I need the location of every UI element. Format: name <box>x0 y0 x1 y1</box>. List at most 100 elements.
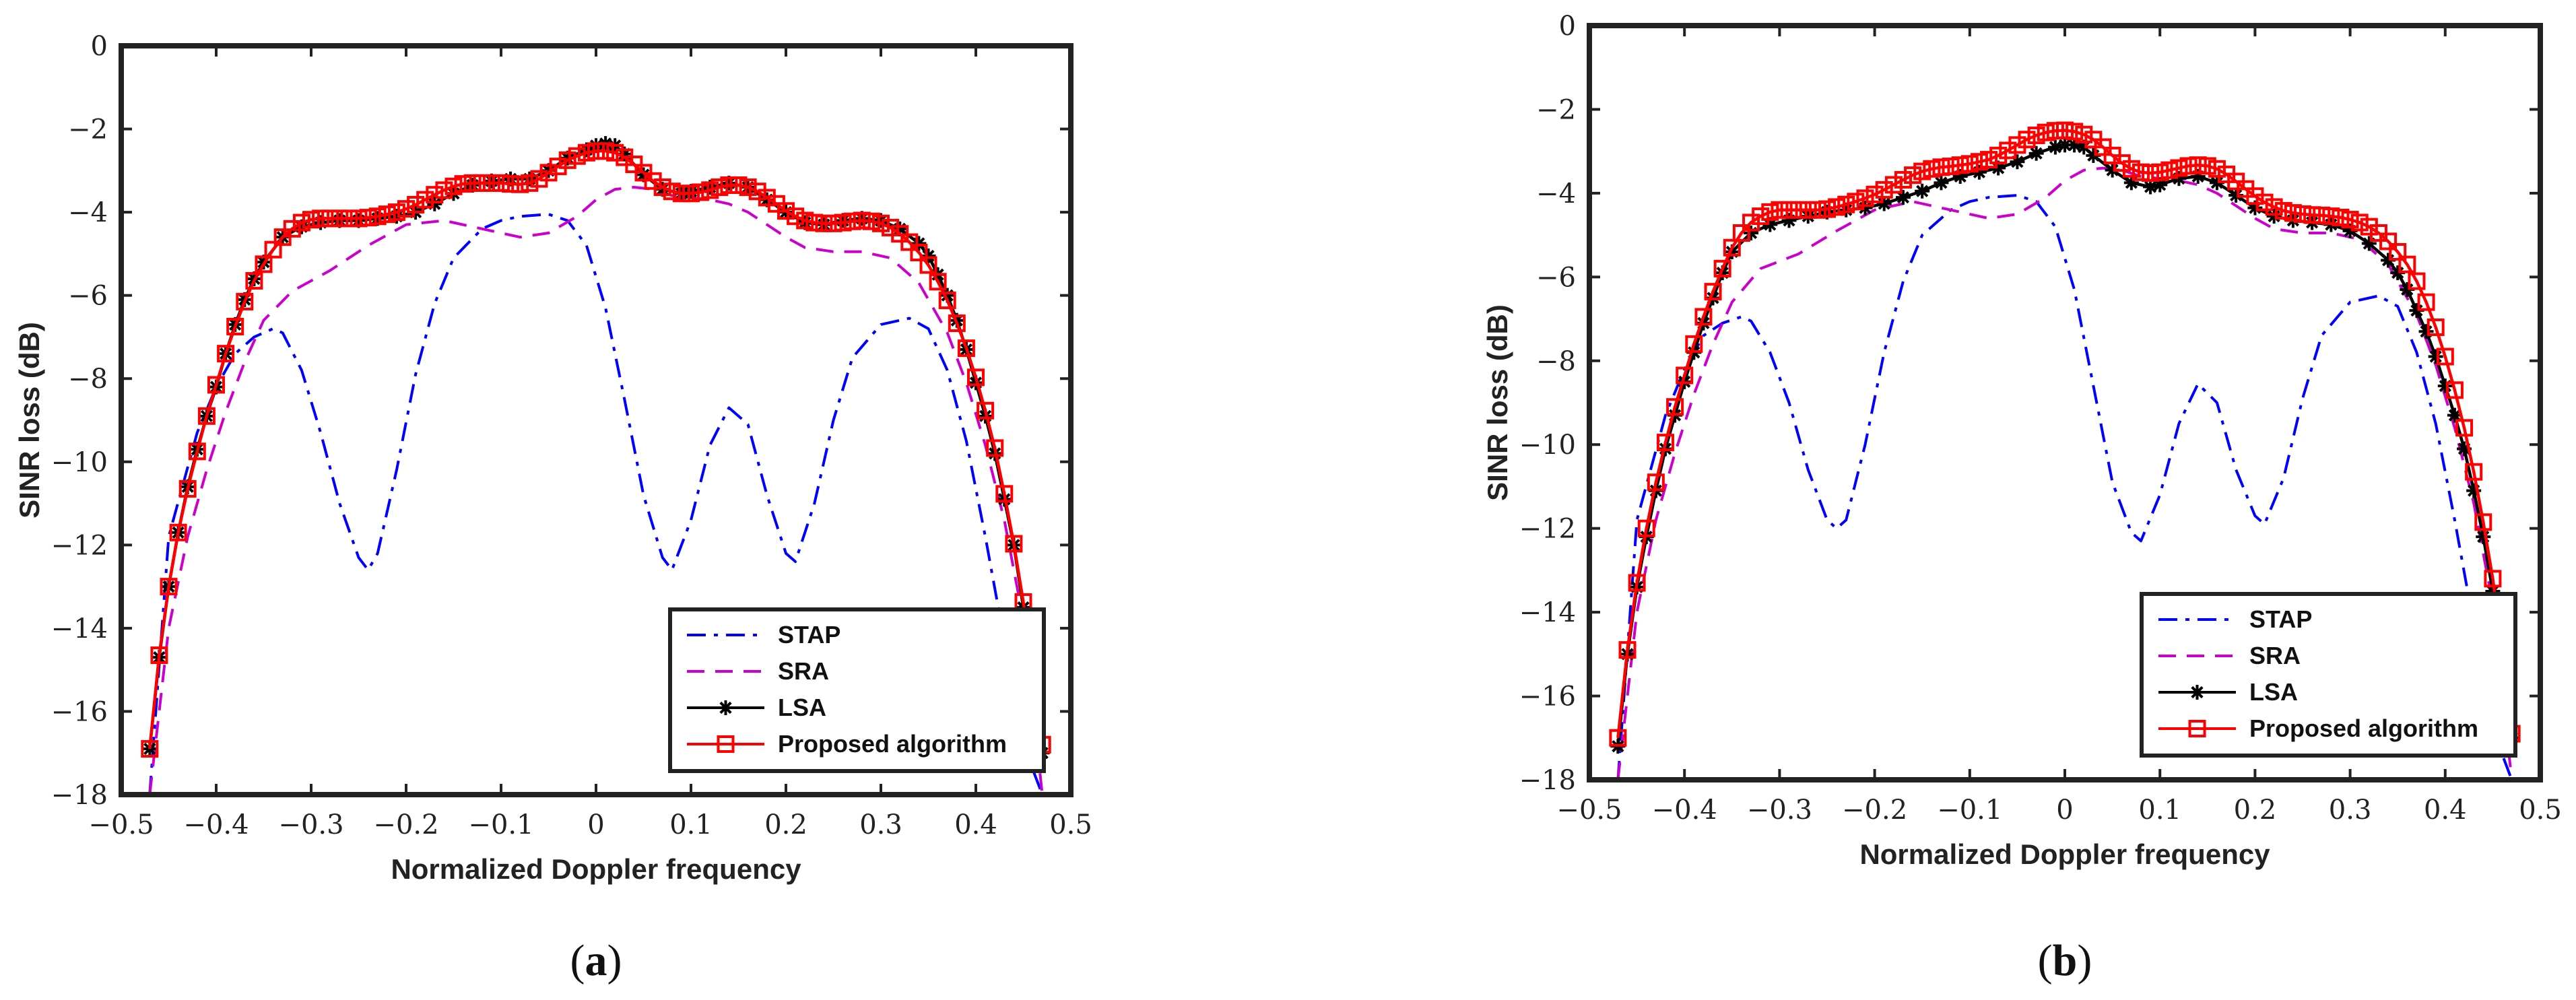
data-point-lsa <box>465 177 480 193</box>
data-point-proposed-algorithm <box>2255 193 2274 211</box>
data-point-proposed-algorithm <box>2303 206 2321 224</box>
data-point-lsa <box>873 213 888 228</box>
data-point-proposed-algorithm <box>2142 164 2160 182</box>
x-tick-label: 0.3 <box>2329 795 2372 826</box>
data-point-proposed-algorithm <box>1923 160 1941 178</box>
data-point-lsa <box>1820 204 1835 220</box>
data-point-proposed-algorithm <box>169 523 187 541</box>
data-point-proposed-algorithm <box>1752 207 1770 226</box>
data-point-lsa <box>797 215 813 230</box>
data-point-lsa <box>2010 154 2025 170</box>
data-point-proposed-algorithm <box>2332 208 2350 226</box>
axes-frame <box>119 43 1074 797</box>
data-point-proposed-algorithm <box>2313 206 2331 224</box>
data-point-lsa <box>759 192 774 207</box>
data-point-lsa <box>702 180 718 195</box>
data-point-proposed-algorithm <box>558 151 576 169</box>
data-point-proposed-algorithm <box>796 211 814 230</box>
data-point-proposed-algorithm <box>967 368 985 387</box>
data-point-lsa <box>2152 177 2168 193</box>
plot-area <box>141 136 1051 795</box>
data-point-lsa <box>721 175 737 191</box>
data-point-proposed-algorithm <box>454 175 472 193</box>
data-point-lsa <box>522 171 537 187</box>
data-point-proposed-algorithm <box>2274 202 2292 220</box>
data-point-proposed-algorithm <box>1713 259 1731 277</box>
data-point-proposed-algorithm <box>1999 141 2017 160</box>
data-point-proposed-algorithm <box>197 407 216 425</box>
y-tick-label: −2 <box>1536 94 1576 125</box>
data-point-proposed-algorithm <box>463 174 482 192</box>
data-point-lsa <box>2476 529 2491 545</box>
data-point-proposed-algorithm <box>1723 238 1741 257</box>
data-point-proposed-algorithm <box>1761 203 1779 221</box>
data-point-proposed-algorithm <box>397 200 415 218</box>
data-point-proposed-algorithm <box>663 182 681 201</box>
data-point-proposed-algorithm <box>2455 419 2474 437</box>
data-point-proposed-algorithm <box>178 479 197 498</box>
data-point-proposed-algorithm <box>701 181 719 199</box>
x-tick-label: 0.1 <box>2138 795 2181 826</box>
data-point-proposed-algorithm <box>245 272 263 290</box>
data-point-lsa <box>1781 213 1797 228</box>
data-point-lsa <box>541 163 556 178</box>
data-point-proposed-algorithm <box>986 439 1004 457</box>
data-point-proposed-algorithm <box>711 178 729 197</box>
data-point-proposed-algorithm <box>217 345 235 363</box>
y-tick-label: −8 <box>1536 346 1576 377</box>
x-tick-label: 0.3 <box>859 809 902 840</box>
data-point-proposed-algorithm <box>340 209 358 228</box>
data-point-proposed-algorithm <box>2008 136 2026 154</box>
data-point-proposed-algorithm <box>1637 519 1655 537</box>
y-tick-label: −10 <box>1519 430 1576 461</box>
data-point-lsa <box>1857 200 1873 215</box>
data-point-lsa <box>854 211 869 226</box>
data-point-proposed-algorithm <box>872 214 890 232</box>
data-point-lsa <box>2342 223 2358 238</box>
data-point-proposed-algorithm <box>843 212 861 230</box>
data-point-proposed-algorithm <box>2408 272 2426 290</box>
data-point-proposed-algorithm <box>805 213 824 232</box>
y-tick-label: −14 <box>1519 597 1576 628</box>
data-point-proposed-algorithm <box>426 186 444 204</box>
data-point-lsa <box>2086 147 2101 163</box>
data-point-proposed-algorithm <box>900 233 919 251</box>
x-tick-label: 0.2 <box>764 809 807 840</box>
y-tick-label: −12 <box>51 530 108 561</box>
data-point-proposed-algorithm <box>977 401 995 420</box>
legend-marker <box>2189 685 2205 700</box>
legend: STAP SRA LSA Proposed algorithm <box>668 607 1046 773</box>
y-tick-label: −4 <box>68 197 108 228</box>
data-point-proposed-algorithm <box>1789 201 1808 219</box>
x-tick-label: −0.5 <box>88 809 154 840</box>
data-point-proposed-algorithm <box>2294 205 2311 223</box>
data-point-proposed-algorithm <box>910 244 928 262</box>
data-point-lsa <box>2381 253 2396 268</box>
x-tick-label: 0.4 <box>2424 795 2467 826</box>
data-point-proposed-algorithm <box>444 177 463 195</box>
data-point-proposed-algorithm <box>938 292 956 310</box>
data-point-lsa <box>427 196 442 211</box>
data-point-proposed-algorithm <box>1647 473 1665 492</box>
x-axis-label: Normalized Doppler frequency <box>391 853 801 885</box>
data-point-proposed-algorithm <box>2398 255 2416 273</box>
data-point-proposed-algorithm <box>1685 335 1703 353</box>
data-point-lsa <box>636 167 651 182</box>
data-point-proposed-algorithm <box>787 207 805 226</box>
data-point-lsa <box>2457 441 2472 457</box>
data-point-proposed-algorithm <box>2208 160 2226 178</box>
data-point-proposed-algorithm <box>1847 193 1865 211</box>
data-point-proposed-algorithm <box>2379 232 2398 251</box>
data-point-proposed-algorithm <box>2445 381 2464 399</box>
series-line-sra <box>148 186 1044 795</box>
legend-label: Proposed algorithm <box>2249 714 2478 742</box>
data-point-proposed-algorithm <box>815 214 833 232</box>
data-point-proposed-algorithm <box>919 256 937 274</box>
data-point-lsa <box>589 138 603 154</box>
data-point-proposed-algorithm <box>1970 153 1988 171</box>
legend-label: Proposed algorithm <box>778 730 1007 758</box>
data-point-lsa <box>2485 584 2501 599</box>
data-point-proposed-algorithm <box>929 273 947 291</box>
data-point-lsa <box>294 219 309 234</box>
data-point-lsa <box>2190 169 2206 184</box>
